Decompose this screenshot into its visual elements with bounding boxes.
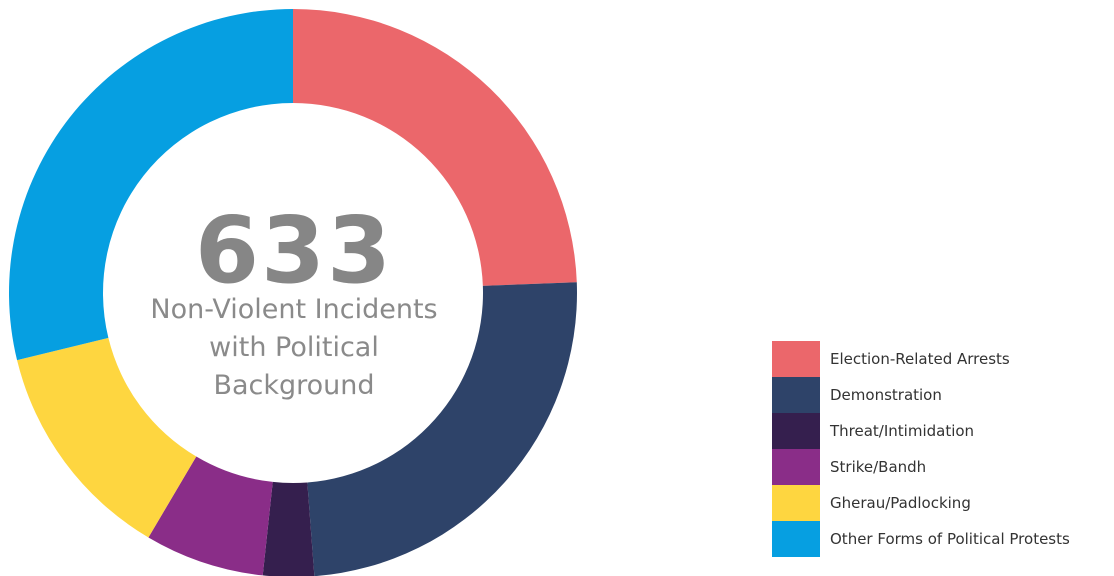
donut-slice-other-forms-of-political-protests [8, 9, 293, 361]
donut-chart [8, 9, 577, 576]
legend-item: Gherau/Padlocking [772, 485, 1114, 521]
legend-item: Threat/Intimidation [772, 413, 1114, 449]
legend-label: Election-Related Arrests [830, 350, 1010, 368]
donut-slice-demonstration [307, 282, 577, 576]
donut-slice-election-related-arrests [293, 9, 577, 286]
legend-swatch [772, 377, 820, 413]
legend-swatch [772, 341, 820, 377]
donut-slice-strike-bandh [148, 456, 273, 576]
legend-item: Other Forms of Political Protests [772, 521, 1114, 557]
legend-swatch [772, 485, 820, 521]
donut-slice-threat-intimidation [262, 481, 315, 576]
legend-label: Gherau/Padlocking [830, 494, 971, 512]
total-incidents-caption: Non-Violent Incidents with Political Bac… [150, 294, 438, 401]
legend-item: Strike/Bandh [772, 449, 1114, 485]
chart-legend: Election-Related Arrests Demonstration T… [772, 341, 1114, 557]
center-label: 633 Non-Violent Incidents with Political… [124, 205, 464, 405]
donut-slice-gherau-padlocking [17, 337, 197, 538]
legend-swatch [772, 521, 820, 557]
legend-label: Other Forms of Political Protests [830, 530, 1070, 548]
legend-swatch [772, 449, 820, 485]
legend-item: Demonstration [772, 377, 1114, 413]
legend-swatch [772, 413, 820, 449]
legend-label: Threat/Intimidation [830, 422, 975, 440]
total-incidents-value: 633 [194, 197, 394, 304]
legend-label: Strike/Bandh [830, 458, 927, 476]
legend-item: Election-Related Arrests [772, 341, 1114, 377]
legend-label: Demonstration [830, 386, 942, 404]
